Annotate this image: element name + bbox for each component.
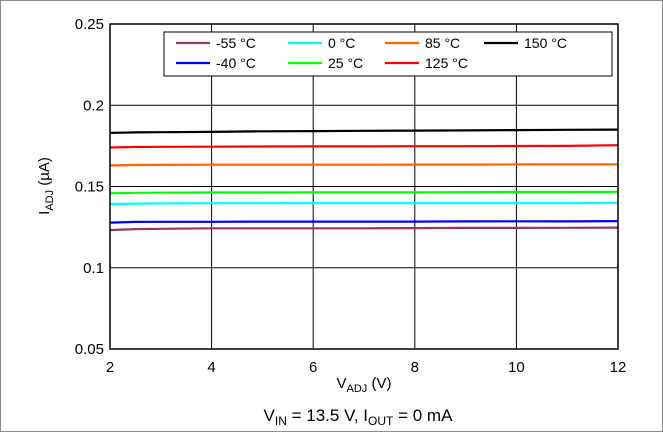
x-tick-label: 4 (207, 359, 215, 376)
legend: -55 °C -40 °C 0 °C 25 °C 85 °C 125 °C 150 °C (163, 31, 613, 77)
y-tick-label: 0.1 (83, 260, 104, 277)
legend-item: 0 °C (288, 35, 355, 51)
legend-item: 85 °C (385, 35, 460, 51)
legend-item: 25 °C (288, 55, 363, 71)
plot-border (109, 23, 619, 350)
legend-item: 150 °C (484, 35, 567, 51)
x-tick-label: 6 (309, 359, 317, 376)
y-tick-label: 0.05 (75, 341, 104, 358)
legend-label: 0 °C (328, 35, 355, 51)
series-line (109, 201, 619, 206)
x-axis-label: VADJ (V) (337, 375, 392, 395)
legend-label: -55 °C (216, 35, 256, 51)
legend-item: -55 °C (176, 35, 256, 51)
legend-item: -40 °C (176, 55, 256, 71)
legend-label: 150 °C (524, 35, 567, 51)
legend-label: 125 °C (425, 55, 468, 71)
series-layer (109, 128, 619, 232)
y-tick-label: 0.2 (83, 97, 104, 114)
series-line (109, 128, 619, 134)
y-axis-label: IADJ (µA) (36, 157, 56, 215)
legend-label: -40 °C (216, 55, 256, 71)
grid (110, 24, 618, 349)
series-line (109, 163, 618, 167)
legend-label: 85 °C (425, 35, 460, 51)
series-line (109, 226, 619, 232)
x-tick-label: 2 (106, 359, 114, 376)
legend-box (163, 31, 613, 77)
series-line (109, 220, 619, 224)
series-line (109, 144, 619, 149)
legend-item: 125 °C (385, 55, 468, 71)
y-tick-label: 0.15 (75, 179, 104, 196)
x-tick-label: 10 (508, 359, 525, 376)
chart-caption: VIN = 13.5 V, IOUT = 0 mA (264, 406, 454, 428)
y-tick-label: 0.25 (75, 16, 104, 33)
series-line (109, 190, 619, 195)
legend-label: 25 °C (328, 55, 363, 71)
x-tick-label: 12 (610, 359, 627, 376)
x-tick-labels: 2 4 6 8 10 12 (106, 359, 627, 376)
x-tick-label: 8 (411, 359, 419, 376)
y-tick-labels: 0.05 0.1 0.15 0.2 0.25 (75, 16, 104, 358)
